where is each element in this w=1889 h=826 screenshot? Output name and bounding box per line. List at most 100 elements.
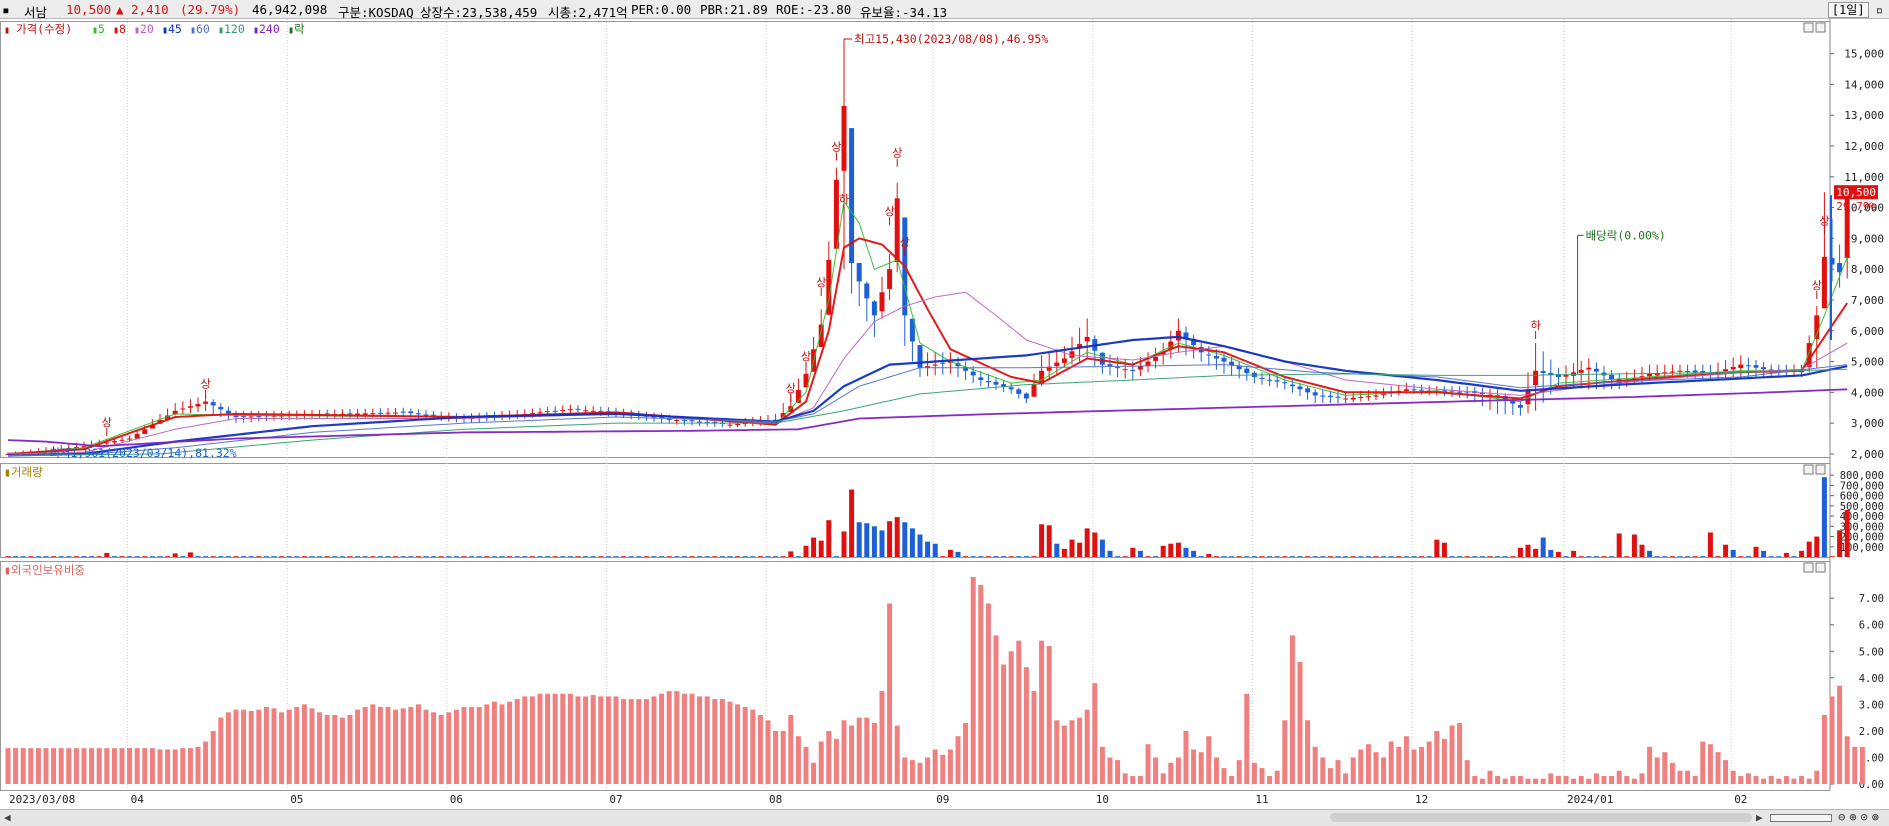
volume-bar-small: [210, 556, 216, 557]
foreign-bar: [856, 717, 862, 784]
foreign-bar: [1533, 778, 1539, 784]
candle-body: [423, 414, 429, 416]
foreign-bar: [1495, 776, 1501, 784]
foreign-bar: [1555, 776, 1561, 784]
candle-body: [1054, 362, 1060, 367]
foreign-bar: [218, 717, 224, 784]
volume-bar-small: [985, 556, 991, 557]
candle-body: [370, 413, 376, 415]
foreign-bar: [1844, 736, 1850, 784]
candle-body: [1517, 404, 1523, 408]
candle-body: [1069, 351, 1075, 358]
x-tick-label: 02: [1734, 793, 1747, 806]
foreign-bar: [1031, 691, 1037, 784]
scroll-thumb[interactable]: [1330, 813, 1752, 822]
foreign-bar: [925, 757, 931, 784]
x-tick-label: 12: [1415, 793, 1428, 806]
volume-bar: [1168, 543, 1174, 557]
foreign-bar: [1768, 776, 1774, 784]
foreign-bar: [1221, 768, 1227, 784]
last-price-label: 10,500: [1836, 186, 1876, 199]
foreign-bar: [993, 635, 999, 784]
price-tick-label: 11,000: [1844, 171, 1884, 184]
foreign-bar: [1122, 773, 1128, 784]
foreign-bar: [613, 696, 619, 784]
foreign-bar: [1213, 757, 1219, 784]
volume-bar-small: [1700, 556, 1706, 557]
volume-bar-small: [1153, 556, 1159, 557]
foreign-bar: [841, 720, 847, 784]
volume-bar: [1806, 541, 1812, 557]
zoom-icons[interactable]: ⊖⊕⊙⊚: [1838, 810, 1883, 824]
candle-body: [1297, 386, 1303, 390]
timeframe-label[interactable]: [1일]: [1827, 2, 1869, 18]
candle-body: [1274, 380, 1280, 382]
foreign-tick-label: 4.00: [1859, 673, 1884, 685]
volume-bar-small: [1563, 556, 1569, 557]
legend-price-title: 가격(수정): [16, 22, 72, 36]
volume-bar-small: [507, 556, 513, 557]
scroll-left-icon[interactable]: ◀: [4, 811, 11, 824]
volume-bar-small: [1213, 556, 1219, 557]
volume-tick-label: 100,000: [1840, 542, 1884, 554]
volume-bar-small: [833, 556, 839, 557]
foreign-bar: [142, 748, 148, 784]
volume-bar: [1130, 547, 1136, 557]
candle-body: [1730, 366, 1736, 370]
volume-bar: [1069, 539, 1075, 557]
candle-body: [393, 412, 399, 414]
foreign-bar: [355, 709, 361, 784]
volume-bar-small: [522, 556, 528, 557]
volume-bar-small: [134, 556, 140, 557]
volume-bar-small: [659, 556, 665, 557]
foreign-bar: [423, 709, 429, 784]
ma-line-20: [7, 291, 1848, 455]
foreign-bar: [1350, 757, 1356, 784]
volume-bar-small: [431, 556, 437, 557]
volume-bar: [1084, 528, 1090, 557]
candle-body: [1031, 384, 1037, 397]
volume-bar-small: [697, 556, 703, 557]
candle-body: [666, 418, 672, 420]
candle-body: [1122, 369, 1128, 371]
foreign-bar: [1061, 725, 1067, 784]
foreign-bar: [256, 709, 262, 784]
volume-bar-small: [750, 556, 756, 557]
chart-scrollbar[interactable]: ◀ ▶ ⊖⊕⊙⊚: [0, 809, 1889, 826]
volume-bar-small: [263, 556, 269, 557]
candle-body: [1533, 370, 1539, 386]
foreign-bar: [552, 693, 558, 784]
foreign-bar: [1441, 738, 1447, 784]
scroll-right-icon[interactable]: ▶: [1756, 811, 1763, 824]
price-tick-label: 2,000: [1851, 448, 1884, 461]
foreign-bar: [119, 748, 125, 784]
foreign-bar: [1829, 696, 1835, 784]
foreign-bar: [1654, 757, 1660, 784]
legend-label-20: 20: [140, 22, 154, 36]
volume-bar: [917, 534, 923, 557]
foreign-bar: [1593, 773, 1599, 784]
candle-body: [73, 447, 79, 449]
candle-body: [362, 413, 368, 415]
foreign-bar: [1001, 664, 1007, 784]
candle-body: [795, 390, 801, 403]
foreign-bar: [628, 699, 634, 784]
menu-icon[interactable]: ▪: [2, 2, 10, 17]
volume-bar-small: [499, 556, 505, 557]
volume-bar: [1753, 546, 1759, 557]
volume-bar-small: [681, 556, 687, 557]
volume-bar-small: [476, 556, 482, 557]
zoom-slider[interactable]: [1770, 814, 1832, 822]
volume-bar-small: [970, 556, 976, 557]
candle-body: [1244, 368, 1250, 374]
volume-bar: [1137, 550, 1143, 557]
foreign-bar: [1624, 776, 1630, 784]
candle-body: [1578, 370, 1584, 373]
volume-bar: [1206, 553, 1212, 557]
volume-bar-small: [780, 556, 786, 557]
candle-body: [1609, 374, 1615, 380]
candle-body: [1586, 367, 1592, 370]
timeframe-selector[interactable]: [1일] ▫: [1827, 1, 1883, 18]
stock-chart[interactable]: 2,000 3,000 4,000 5,000 6,000 7,000 8,000 9,000…: [0, 19, 1889, 809]
volume-bar-small: [1236, 556, 1242, 557]
